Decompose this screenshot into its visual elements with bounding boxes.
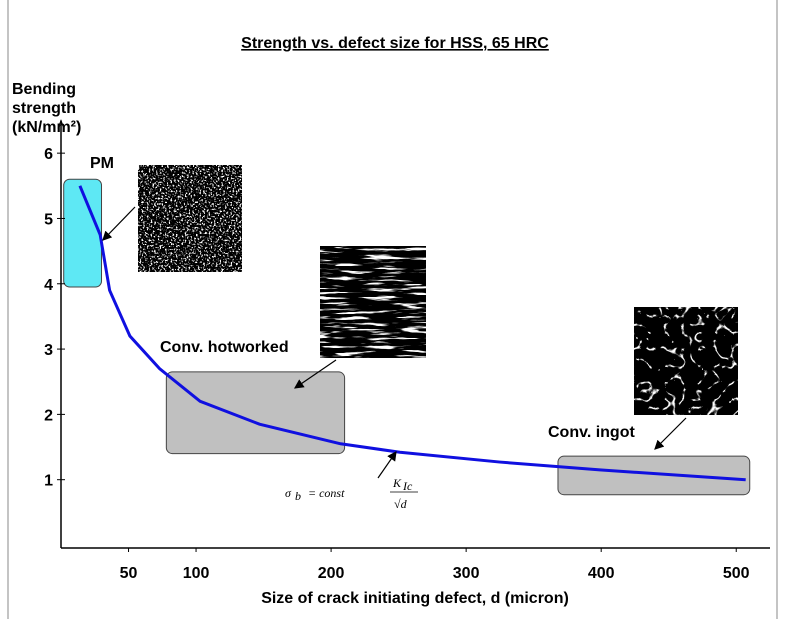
y-tick-label: 4: [44, 277, 53, 294]
x-tick-label: 200: [318, 565, 345, 582]
x-tick-label: 300: [453, 565, 480, 582]
svg-text:Ic: Ic: [402, 479, 413, 493]
svg-text:σ: σ: [285, 486, 292, 500]
region-label: PM: [90, 155, 114, 172]
x-tick-label: 400: [588, 565, 615, 582]
region: [558, 456, 750, 495]
x-tick-label: 100: [183, 565, 210, 582]
region: [166, 372, 344, 454]
y-tick-label: 1: [44, 473, 53, 490]
y-tick-label: 2: [44, 407, 53, 424]
y-tick-label: 5: [44, 211, 53, 228]
region-label: Conv. ingot: [548, 424, 635, 441]
chart: PM Conv. hotworked Conv. ingot 1 2 3 4 5 6 50 100 2…: [0, 0, 791, 619]
svg-text:= const: = const: [308, 486, 345, 500]
y-tick-label: 6: [44, 146, 53, 163]
formula: σ b = const K Ic √d: [285, 476, 418, 511]
x-tick-label: 50: [120, 565, 138, 582]
svg-text:√d: √d: [394, 497, 408, 511]
chart-title: Strength vs. defect size for HSS, 65 HRC: [241, 35, 549, 52]
x-tick-label: 500: [723, 565, 750, 582]
svg-text:b: b: [295, 489, 301, 503]
region-label: Conv. hotworked: [160, 339, 289, 356]
x-axis-label: Size of crack initiating defect, d (micr…: [261, 590, 569, 607]
svg-text:K: K: [392, 476, 402, 490]
y-tick-label: 3: [44, 342, 53, 359]
